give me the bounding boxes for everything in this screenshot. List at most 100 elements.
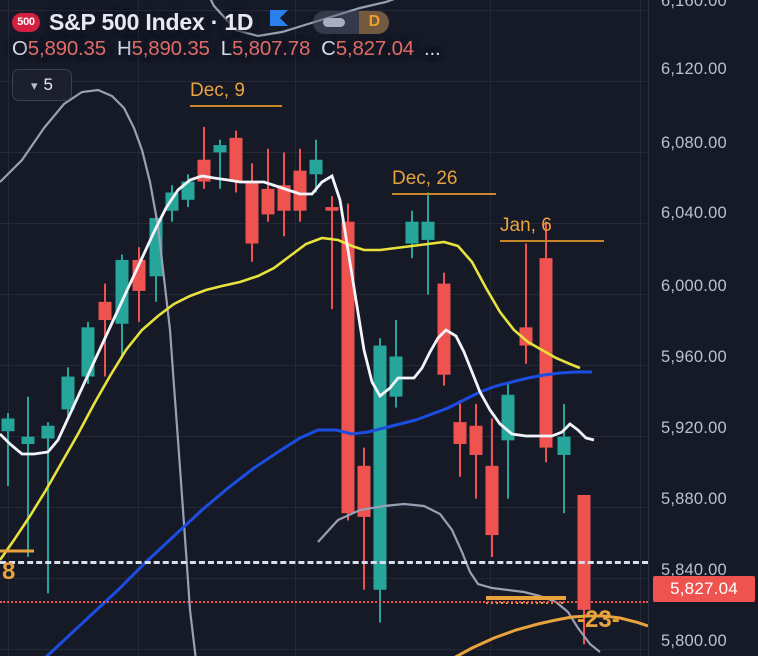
candle-body — [437, 283, 451, 375]
ohlc-key: H — [116, 37, 132, 60]
date-annotation[interactable]: Dec, 26 — [392, 168, 496, 195]
candle-body — [519, 327, 533, 346]
ma-grey-line-3 — [317, 502, 601, 653]
candle — [293, 148, 307, 222]
candle-body — [341, 221, 355, 514]
candle-body — [61, 376, 75, 410]
candle — [405, 210, 419, 259]
ma-grey-line — [0, 88, 197, 656]
candle-body — [132, 259, 146, 291]
candle — [469, 403, 483, 499]
grid-line-horizontal — [0, 81, 648, 82]
candle — [485, 418, 499, 557]
grid-line-horizontal — [0, 507, 648, 508]
ma-yellow-line — [0, 236, 581, 561]
candle-body — [98, 301, 112, 321]
grid-line-horizontal — [0, 649, 648, 650]
candle-body — [577, 495, 591, 610]
grid-line-horizontal — [0, 294, 648, 295]
candle-body — [373, 345, 387, 590]
candle-body — [421, 221, 435, 240]
candle — [309, 139, 323, 193]
length-selector-button[interactable]: ▾ 5 — [12, 69, 72, 101]
candlestick-series — [1, 126, 591, 645]
date-annotation-label: Dec, 9 — [190, 80, 245, 101]
grid-line-vertical — [295, 0, 296, 656]
date-annotation-underline — [500, 240, 604, 242]
date-annotation[interactable]: Jan, 6 — [500, 215, 604, 242]
ohlc-readout: O 5,890.35 H 5,890.35 L 5,807.78 C 5,827.04... — [12, 36, 660, 62]
ohlc-more[interactable]: ... — [423, 37, 441, 60]
price-tick: 5,880.00 — [661, 490, 727, 508]
ohlc-value: 5,890.35 — [27, 37, 106, 60]
candle-body — [469, 425, 483, 455]
date-annotation-label: Jan, 6 — [500, 215, 552, 236]
candle-body — [405, 221, 419, 244]
candle — [132, 247, 146, 322]
candle — [21, 396, 35, 557]
grid-line-horizontal — [0, 578, 648, 579]
toggle-label: D — [359, 10, 390, 34]
candle-body — [485, 465, 499, 536]
candle — [437, 272, 451, 386]
price-tick: 5,840.00 — [661, 561, 727, 579]
page-title[interactable]: S&P 500 Index · 1D — [49, 8, 254, 35]
ma-blue-line — [44, 370, 592, 656]
left-count-label: 8 — [2, 558, 16, 585]
price-scale[interactable]: 6,160.00 6,120.00 6,080.00 6,040.00 6,000.00… — [648, 0, 758, 656]
candle-body — [261, 188, 275, 215]
ohlc-value: 5,890.35 — [131, 37, 210, 60]
ohlc-value: 5,827.04 — [335, 37, 414, 60]
chart-header: 500 S&P 500 Index · 1D D O 5,890.35 H 5,890… — [0, 0, 660, 101]
candle — [357, 447, 371, 590]
chevron-down-icon: ▾ — [31, 77, 38, 93]
date-annotation-label: Dec, 26 — [392, 168, 458, 189]
price-tick: 5,960.00 — [661, 348, 727, 366]
price-tick: 6,040.00 — [661, 204, 727, 222]
candle — [325, 196, 339, 310]
chart-title-row: 500 S&P 500 Index · 1D D — [12, 8, 660, 36]
date-annotation[interactable]: Dec, 9 — [190, 80, 282, 107]
length-value: 5 — [43, 75, 53, 94]
candle-body — [229, 137, 243, 182]
date-annotation-underline — [190, 105, 282, 107]
candle-body — [325, 207, 339, 211]
moving-average-overlays — [0, 0, 648, 656]
candle-body — [1, 418, 15, 432]
flag-icon[interactable] — [268, 9, 290, 35]
chart-plot-area[interactable]: Dec, 9 Dec, 26 Jan, 6 8 -23- — [0, 0, 648, 656]
price-tick: 6,160.00 — [661, 0, 727, 10]
candle — [261, 148, 275, 222]
dashed-level-line — [0, 561, 648, 564]
candle-body — [293, 170, 307, 211]
candle-body — [245, 181, 259, 244]
timeframe-toggle[interactable]: D — [313, 10, 390, 34]
candle — [557, 403, 571, 514]
right-count-label: -23- — [577, 606, 620, 633]
current-price-dotted-line — [0, 601, 648, 603]
last-price-badge: 5,827.04 — [653, 576, 755, 602]
price-tick: 5,800.00 — [661, 632, 727, 650]
candle-body — [557, 436, 571, 455]
grid-line-horizontal — [0, 152, 648, 153]
candle — [61, 367, 75, 417]
price-tick: 6,120.00 — [661, 60, 727, 78]
candle — [213, 139, 227, 189]
sp500-logo-icon: 500 — [12, 12, 40, 32]
candle — [453, 400, 467, 477]
ohlc-key: L — [220, 37, 232, 60]
candle-body — [213, 145, 227, 153]
candle — [245, 163, 259, 262]
candle — [373, 338, 387, 623]
ohlc-key: O — [12, 37, 28, 60]
candle-body — [81, 327, 95, 377]
candle — [98, 283, 112, 377]
grid-line-vertical — [8, 0, 9, 656]
candle — [519, 243, 533, 364]
candle-body — [357, 465, 371, 517]
ohlc-value: 5,807.78 — [231, 37, 311, 60]
candle — [277, 152, 291, 237]
price-tick: 6,000.00 — [661, 277, 727, 295]
grid-line-horizontal — [0, 223, 648, 224]
